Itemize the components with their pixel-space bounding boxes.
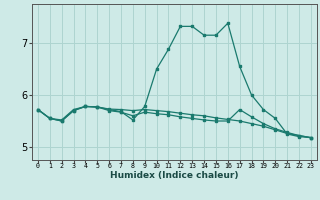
- X-axis label: Humidex (Indice chaleur): Humidex (Indice chaleur): [110, 171, 239, 180]
